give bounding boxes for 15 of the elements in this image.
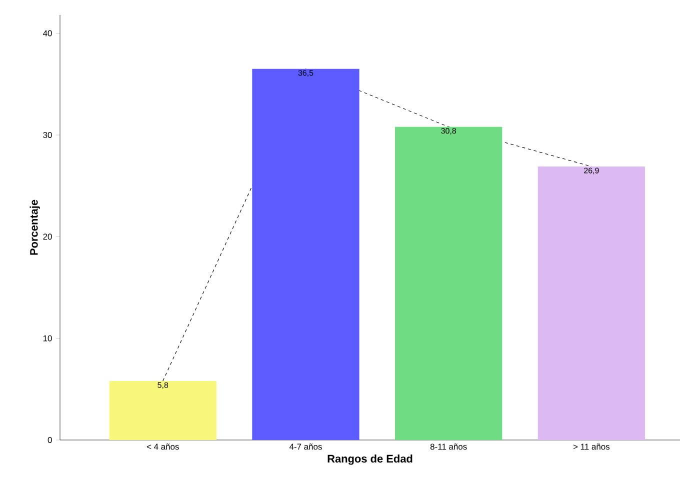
bar	[252, 68, 360, 440]
y-tick-label: 20	[43, 234, 52, 240]
y-tick-label: 0	[48, 437, 52, 443]
x-tick-label: 8-11 años	[430, 444, 467, 450]
y-axis-title: Porcentaje	[30, 200, 40, 255]
y-tick-label: 10	[43, 335, 52, 342]
x-axis-title: Rangos de Edad	[328, 454, 412, 465]
y-tick-label: 30	[43, 132, 52, 138]
bar	[109, 381, 216, 440]
x-tick-label: > 11 años	[573, 444, 610, 450]
bar	[395, 126, 502, 440]
x-tick-label: 4-7 años	[289, 444, 322, 450]
x-tick-label: < 4 años	[146, 444, 179, 450]
bar	[538, 166, 646, 440]
y-tick-label: 40	[42, 30, 52, 36]
